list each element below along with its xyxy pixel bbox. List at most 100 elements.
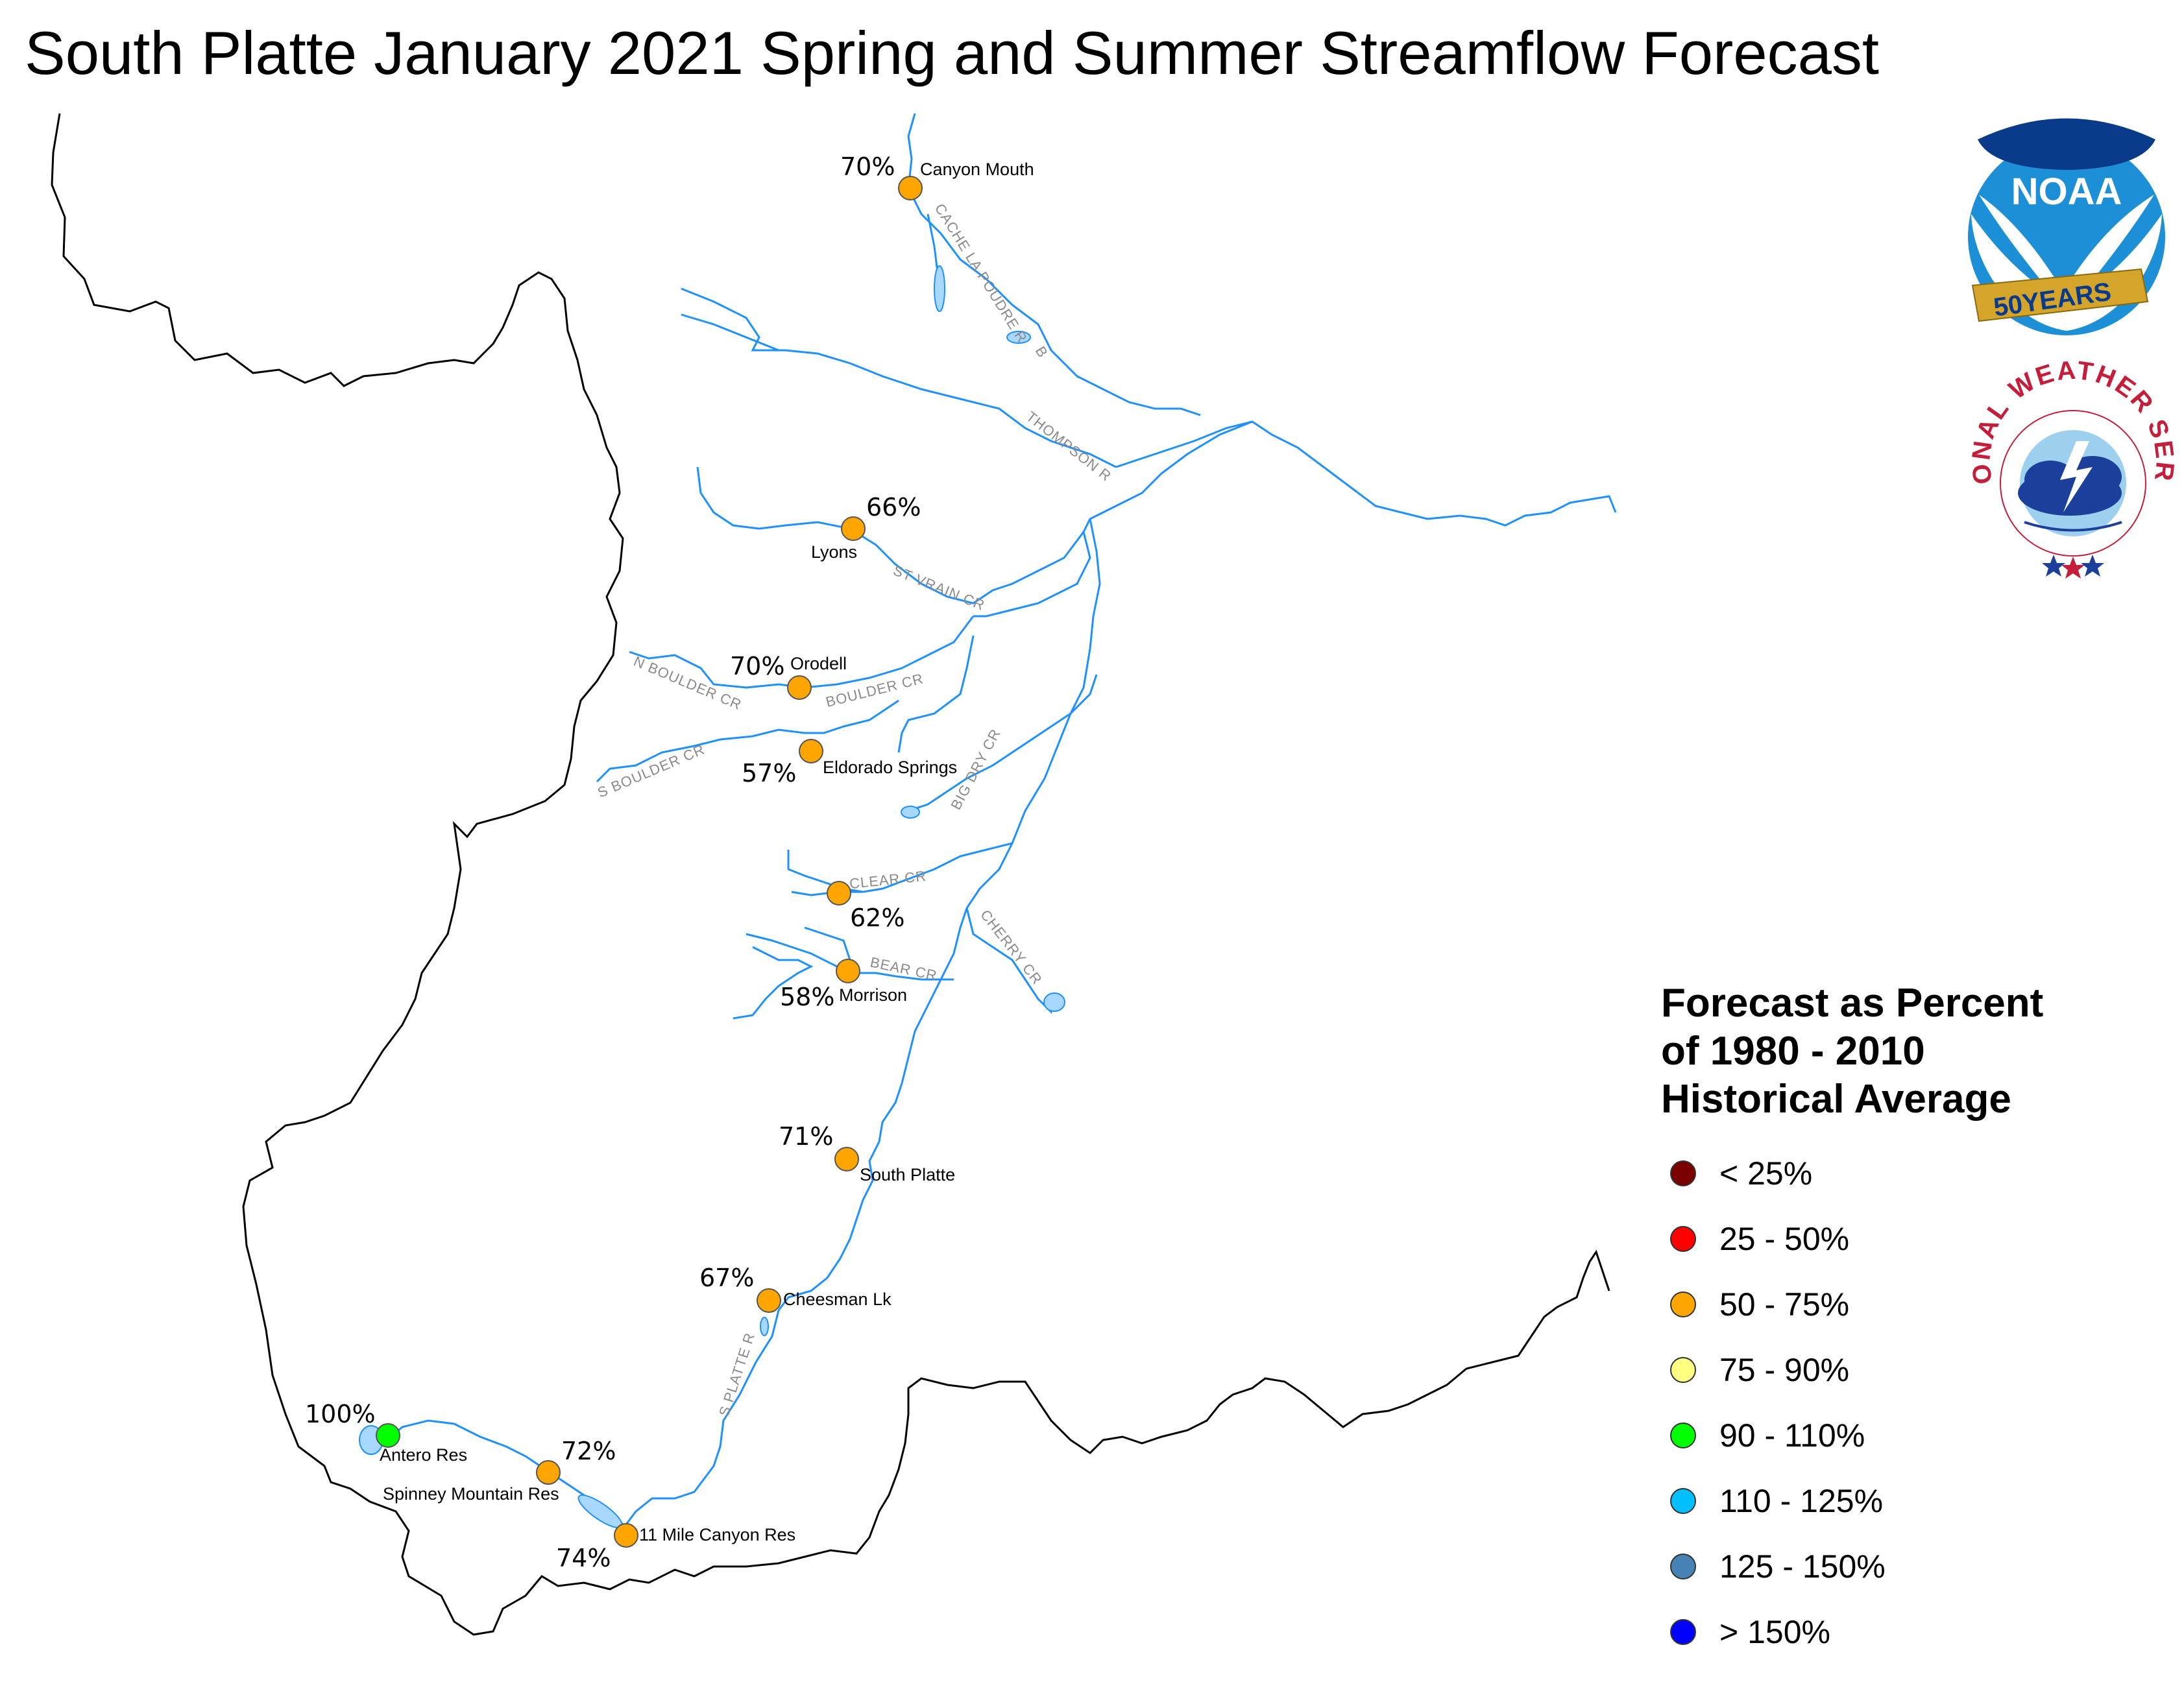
- legend-label: 75 - 90%: [1719, 1351, 1850, 1388]
- station-percent: 72%: [561, 1437, 616, 1465]
- station-marker: [827, 881, 851, 906]
- station-percent: 70%: [840, 152, 895, 181]
- river-label-st-vrain: ST VRAIN CR: [891, 562, 987, 613]
- svg-text:NATIONAL WEATHER SERVICE: NATIONAL WEATHER SERVICE: [0, 0, 2179, 486]
- station-name: Morrison: [839, 985, 907, 1005]
- river-label-bear: BEAR CR: [869, 954, 939, 983]
- station-marker: [614, 1523, 638, 1548]
- station-name: 11 Mile Canyon Res: [639, 1525, 795, 1544]
- lake-poudre: [934, 265, 945, 312]
- station-name: Antero Res: [380, 1445, 467, 1465]
- legend-swatch: [1670, 1487, 1696, 1514]
- river-label-clear: CLEAR CR: [849, 868, 927, 892]
- station-marker: [841, 516, 866, 541]
- station-canyon-mouth: 70% Canyon Mouth: [840, 152, 1034, 200]
- station-marker: [799, 739, 823, 763]
- river-thompson: [681, 287, 1117, 468]
- river-label-poudre: CACHE LA POUDRE R: [932, 200, 1031, 346]
- legend-swatch: [1670, 1291, 1696, 1317]
- station-percent: 67%: [699, 1264, 754, 1292]
- station-percent: 62%: [850, 904, 904, 932]
- lake-horsetooth: [1006, 331, 1031, 344]
- nws-logo: NATIONAL WEATHER SERVICE: [0, 0, 2179, 579]
- legend: Forecast as Percent of 1980 - 2010 Histo…: [1661, 979, 2043, 1664]
- legend-item: 25 - 50%: [1661, 1206, 2043, 1271]
- river-label-s-boulder: S BOULDER CR: [595, 741, 707, 800]
- legend-label: 25 - 50%: [1719, 1220, 1850, 1257]
- station-name: Orodell: [790, 654, 847, 673]
- lake-big-dry: [901, 806, 920, 819]
- legend-swatch: [1670, 1422, 1696, 1448]
- legend-label: 50 - 75%: [1719, 1286, 1850, 1323]
- station-south-platte: 71% South Platte: [779, 1122, 955, 1184]
- station-orodell: 70% Orodell: [730, 652, 847, 700]
- lakes: [359, 265, 1065, 1528]
- river-bear-north: [804, 926, 851, 961]
- station-name: Cheesman Lk: [783, 1290, 892, 1309]
- legend-item: 110 - 125%: [1661, 1468, 2043, 1533]
- station-marker: [834, 1147, 859, 1171]
- legend-title-line-1: Forecast as Percent: [1661, 981, 2044, 1026]
- river-boulder-east: [897, 635, 975, 753]
- legend-swatch: [1670, 1553, 1696, 1579]
- legend-item: 125 - 150%: [1661, 1533, 2043, 1599]
- station-marker: [536, 1460, 561, 1485]
- river-label-s-platte: S PLATTE R: [716, 1330, 758, 1418]
- station-marker: [757, 1288, 781, 1313]
- station-marker: [787, 675, 812, 700]
- legend-item: 50 - 75%: [1661, 1271, 2043, 1337]
- river-south-platte-upper: [625, 518, 1101, 1525]
- legend-label: > 150%: [1719, 1613, 1830, 1650]
- nws-ring-text: NATIONAL WEATHER SERVICE: [0, 0, 2178, 486]
- station-eleven-mile-canyon-res: 74% 11 Mile Canyon Res: [556, 1523, 795, 1572]
- station-percent: 70%: [730, 652, 784, 680]
- river-big-dry: [908, 674, 1098, 812]
- legend-label: 110 - 125%: [1719, 1482, 1884, 1519]
- legend-title: Forecast as Percent of 1980 - 2010 Histo…: [1661, 979, 2043, 1123]
- legend-item: 90 - 110%: [1661, 1402, 2043, 1468]
- station-marker: [376, 1423, 400, 1448]
- river-labels: CACHE LA POUDRE R B THOMPSON R ST VRAIN …: [595, 200, 1115, 1418]
- river-s-boulder: [596, 699, 899, 783]
- river-poudre: [907, 113, 1201, 416]
- legend-item: > 150%: [1661, 1599, 2043, 1664]
- station-marker: [898, 176, 923, 200]
- legend-label: 90 - 110%: [1719, 1417, 1865, 1454]
- station-percent: 74%: [556, 1544, 611, 1572]
- legend-title-line-3: Historical Average: [1661, 1077, 2011, 1122]
- river-network: [379, 113, 1617, 1529]
- lake-cherry: [1043, 992, 1065, 1012]
- station-percent: 66%: [866, 493, 921, 522]
- lake-cheesman: [760, 1317, 769, 1336]
- river-label-thompson: THOMPSON R: [1023, 408, 1115, 485]
- station-percent: 58%: [780, 983, 834, 1011]
- legend-item: 75 - 90%: [1661, 1337, 2043, 1402]
- legend-title-line-2: of 1980 - 2010: [1661, 1029, 1925, 1074]
- river-bear-south: [733, 946, 814, 1020]
- station-percent: 71%: [779, 1122, 833, 1151]
- station-eldorado-springs: 57% Eldorado Springs: [742, 739, 957, 787]
- station-marker: [836, 959, 860, 983]
- station-morrison: 58% Morrison: [780, 959, 907, 1011]
- station-name: Lyons: [811, 542, 857, 562]
- station-cheesman-lk: 67% Cheesman Lk: [699, 1264, 892, 1313]
- river-mainstem-east: [1115, 420, 1617, 527]
- legend-swatch: [1670, 1225, 1696, 1252]
- legend-label: 125 - 150%: [1719, 1548, 1886, 1585]
- noaa-text: NOAA: [2011, 171, 2122, 213]
- station-name: Eldorado Springs: [823, 758, 957, 777]
- river-mainstem-bend: [973, 420, 1253, 618]
- river-clear: [787, 842, 1013, 893]
- stations: 70% Canyon Mouth 66% Lyons 70% Orodell 5…: [305, 152, 1034, 1572]
- page-title: South Platte January 2021 Spring and Sum…: [25, 19, 1880, 87]
- station-antero-res: 100% Antero Res: [305, 1400, 467, 1465]
- station-name: South Platte: [860, 1165, 955, 1184]
- noaa-logo: NOAA 50YEARS: [1968, 118, 2165, 335]
- legend-items: < 25% 25 - 50% 50 - 75% 75 - 90% 90 - 110% 11…: [1661, 1140, 2043, 1664]
- station-spinney-mountain-res: 72% Spinney Mountain Res: [383, 1437, 616, 1504]
- legend-swatch: [1670, 1160, 1696, 1186]
- station-percent: 100%: [305, 1400, 376, 1428]
- river-label-cherry: CHERRY CR: [977, 907, 1045, 988]
- station-percent: 57%: [742, 759, 796, 787]
